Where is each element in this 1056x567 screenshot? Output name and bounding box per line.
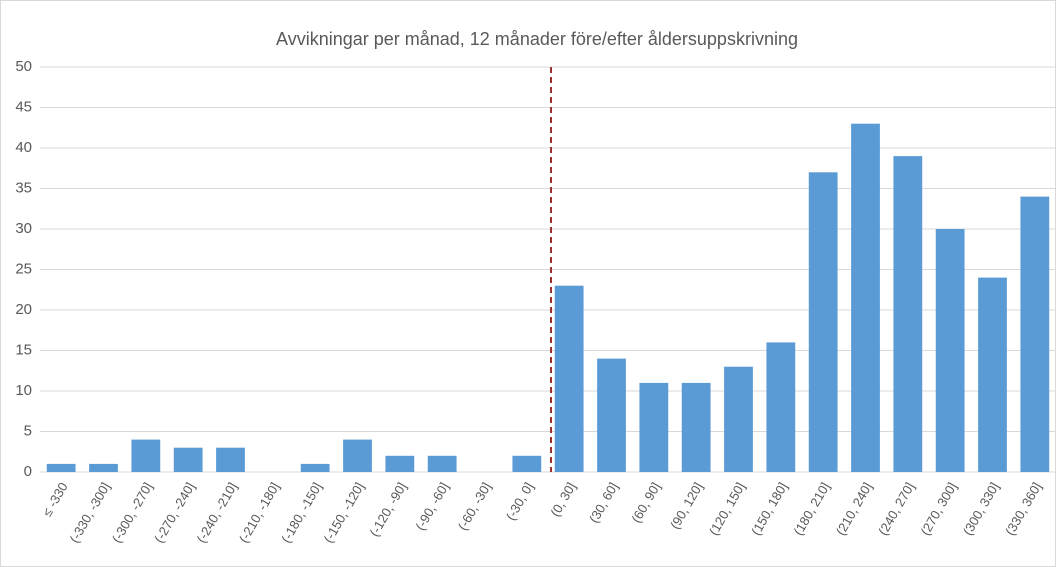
y-tick-label: 0 (24, 463, 32, 480)
bar (681, 382, 711, 472)
bar (512, 455, 542, 472)
bar (554, 285, 584, 472)
bar (173, 447, 203, 472)
y-tick-label: 5 (24, 422, 32, 439)
y-tick-label: 30 (15, 220, 32, 237)
bar (300, 463, 330, 472)
bar (89, 463, 118, 472)
bar (385, 455, 415, 472)
y-tick-label: 45 (15, 98, 32, 115)
bar (343, 439, 372, 472)
bar (216, 447, 245, 472)
bar (131, 439, 161, 472)
y-tick-label: 15 (15, 341, 32, 358)
bar (46, 463, 76, 472)
bar (851, 123, 880, 472)
bar (639, 382, 669, 472)
bar (597, 358, 626, 472)
y-tick-label: 10 (15, 382, 32, 399)
y-tick-label: 25 (15, 260, 32, 277)
y-tick-label: 40 (15, 139, 32, 156)
y-tick-label: 35 (15, 179, 32, 196)
bar (893, 156, 923, 472)
y-tick-label: 50 (15, 58, 32, 75)
bar (1020, 196, 1050, 472)
bar (724, 366, 753, 472)
bar (427, 455, 457, 472)
bar (978, 277, 1007, 472)
bar (935, 229, 965, 472)
bar (766, 342, 796, 472)
chart-title: Avvikningar per månad, 12 månader före/e… (276, 29, 798, 49)
y-tick-label: 20 (15, 301, 32, 318)
bar (808, 172, 838, 473)
